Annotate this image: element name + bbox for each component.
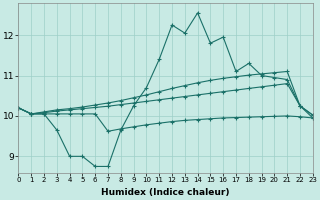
X-axis label: Humidex (Indice chaleur): Humidex (Indice chaleur) (101, 188, 230, 197)
